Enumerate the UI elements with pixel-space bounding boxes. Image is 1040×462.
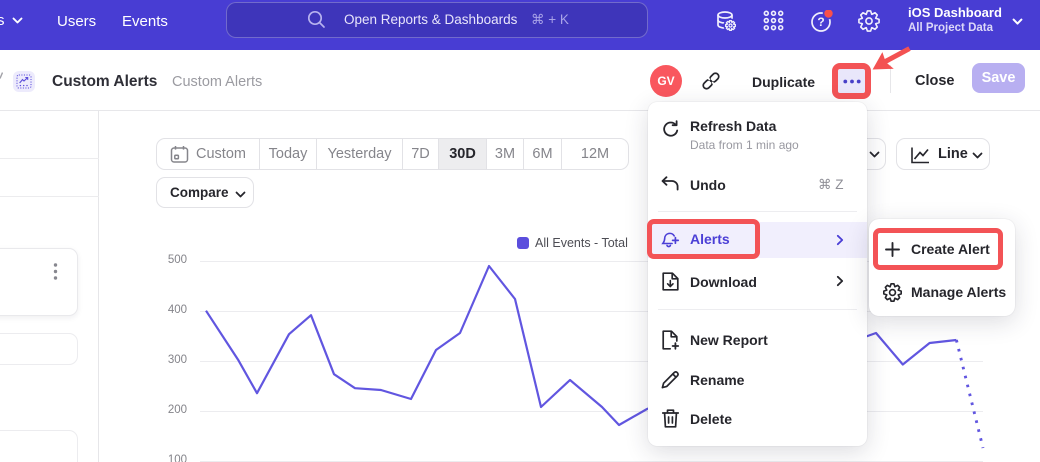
svg-text:?: ? (817, 15, 824, 29)
